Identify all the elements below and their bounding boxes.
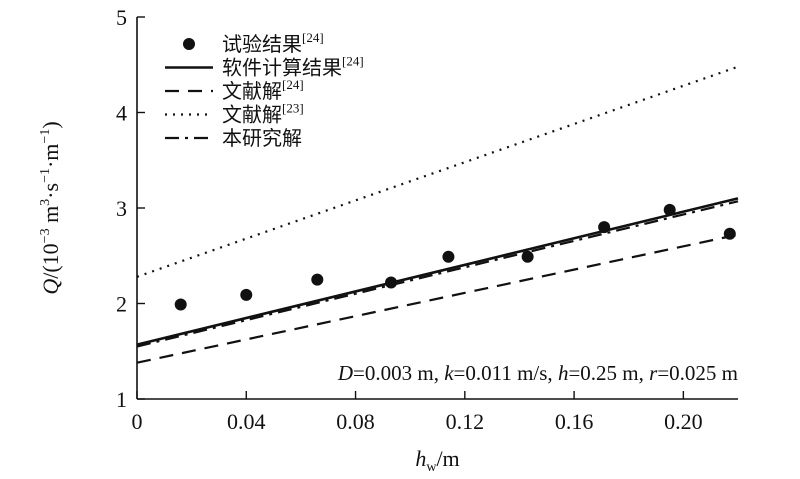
legend-label-0: 试验结果[24] <box>222 30 324 56</box>
y-tick-label: 3 <box>116 196 127 221</box>
data-point-2 <box>311 273 324 286</box>
series-group <box>136 65 739 364</box>
x-tick-label: 0.04 <box>227 409 266 434</box>
series-line-dashdot <box>136 200 739 348</box>
x-axis-title: hw/m <box>415 446 459 475</box>
y-tick-label: 1 <box>116 387 127 412</box>
legend-label-3: 文献解[23] <box>222 101 304 127</box>
x-tick-label: 0.12 <box>446 409 485 434</box>
y-tick-label: 5 <box>116 5 127 30</box>
y-tick-label: 4 <box>116 101 127 126</box>
series-line-dashed <box>136 233 739 364</box>
data-point-0 <box>174 298 187 311</box>
legend-marker-0 <box>183 38 195 50</box>
data-point-1 <box>240 288 253 301</box>
data-point-7 <box>663 203 676 216</box>
x-tick-label: 0.16 <box>555 409 594 434</box>
parameter-annotation: D=0.003 m, k=0.011 m/s, h=0.25 m, r=0.02… <box>337 361 738 385</box>
x-tick-label: 0.20 <box>664 409 703 434</box>
data-point-4 <box>442 250 455 263</box>
legend-label-2: 文献解[24] <box>222 77 304 103</box>
axes-group: 0 0.04 0.08 0.12 0.16 0.20 1 2 3 4 5 hw/m Q/(10−3 m3… <box>38 5 738 475</box>
legend: 试验结果[24]软件计算结果[24]文献解[24]文献解[23]本研究解 <box>165 30 364 150</box>
series-line-solid <box>136 197 739 346</box>
legend-label-1: 软件计算结果[24] <box>222 54 364 80</box>
y-axis-title: Q/(10−3 m3·s−1·m−1) <box>38 121 63 294</box>
legend-label-4: 本研究解 <box>222 126 302 150</box>
x-tick-label: 0 <box>132 409 143 434</box>
y-tick-label: 2 <box>116 292 127 317</box>
x-tick-label: 0.08 <box>336 409 375 434</box>
